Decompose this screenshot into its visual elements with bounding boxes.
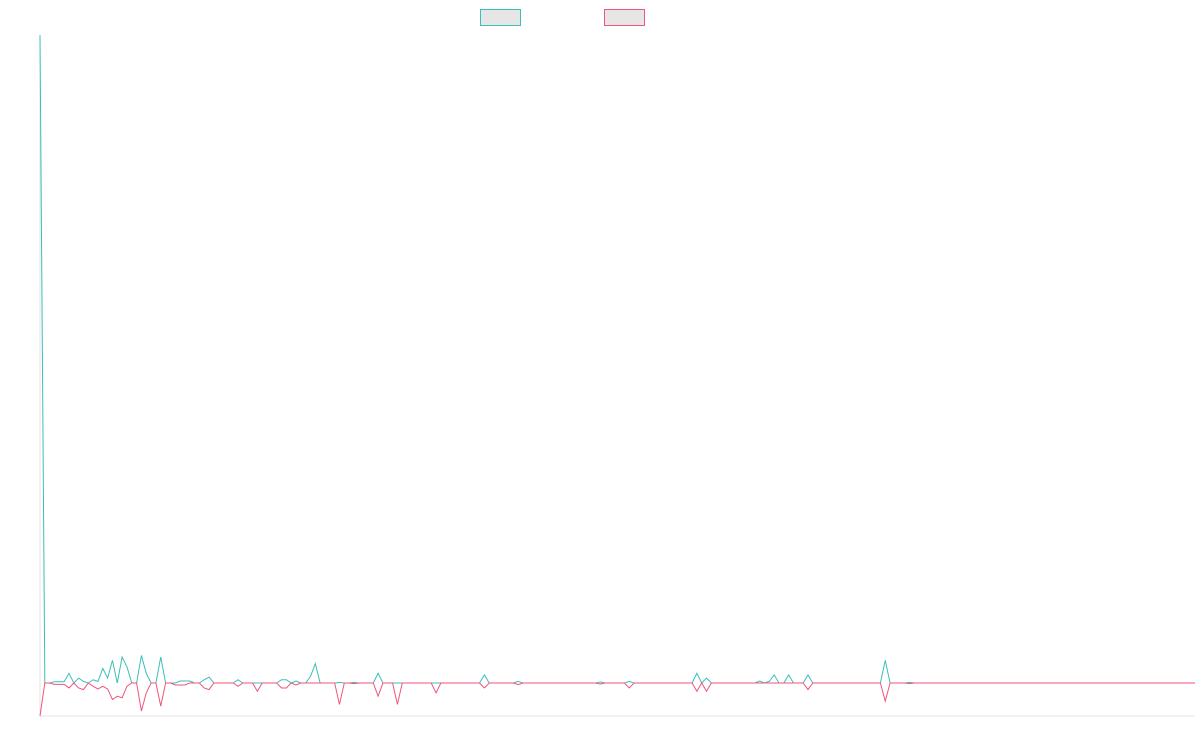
legend-swatch-2[interactable] [604, 9, 645, 26]
plot-area [39, 34, 1195, 717]
chart-axes [39, 35, 1195, 717]
series-line-1 [39, 34, 1195, 684]
series-line-2 [39, 682, 1195, 717]
chart-legend [480, 9, 645, 26]
legend-swatch-1[interactable] [480, 9, 521, 26]
